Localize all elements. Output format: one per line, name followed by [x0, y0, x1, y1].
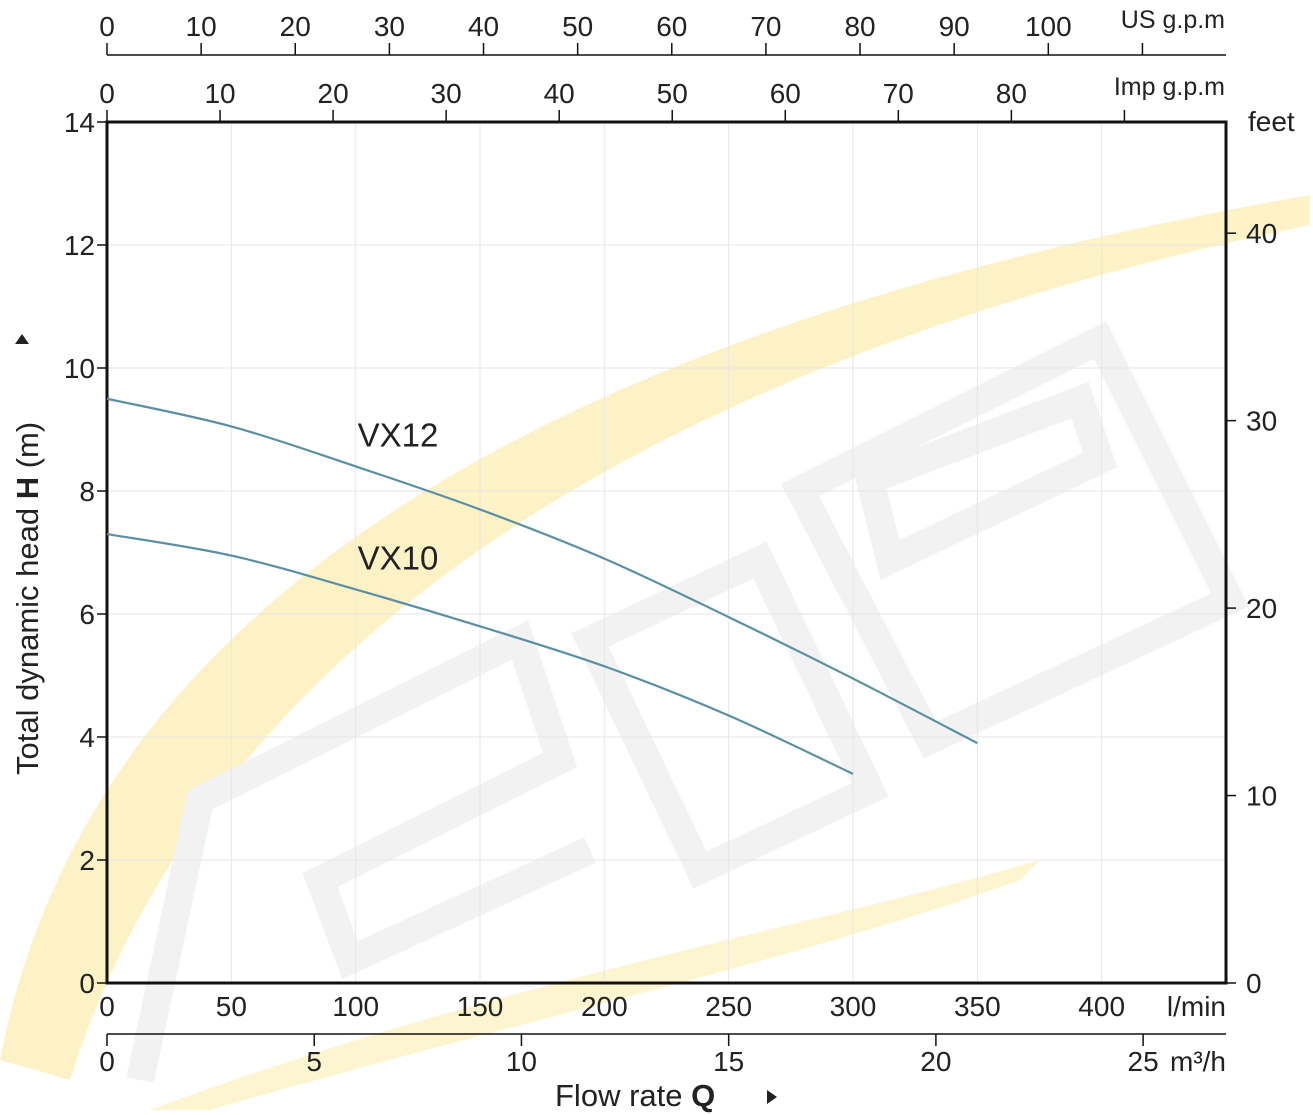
y-tick-label: 8	[79, 476, 95, 507]
feet-tick-label: 20	[1246, 593, 1277, 624]
y-tick-label: 2	[79, 845, 95, 876]
imp-gpm-tick-label: 20	[318, 78, 349, 109]
us-gpm-tick-label: 30	[374, 11, 405, 42]
x-tick-label: 100	[332, 991, 379, 1022]
m3h-tick-label: 10	[506, 1046, 537, 1077]
imp-gpm-tick-label: 30	[431, 78, 462, 109]
series-label-vx10: VX10	[358, 539, 439, 576]
us-gpm-tick-label: 20	[280, 11, 311, 42]
imp-gpm-tick-label: 40	[544, 78, 575, 109]
grid-lines	[107, 122, 1226, 983]
lmin-unit-label: l/min	[1167, 991, 1226, 1022]
x-tick-label: 50	[216, 991, 247, 1022]
us-gpm-tick-label: 50	[562, 11, 593, 42]
x-axis-arrow-icon	[767, 1090, 777, 1104]
x-tick-label: 350	[954, 991, 1001, 1022]
us-gpm-tick-label: 90	[939, 11, 970, 42]
us-gpm-tick-label: 70	[750, 11, 781, 42]
plot-frame	[105, 120, 1228, 985]
series-line-vx10	[106, 532, 854, 775]
watermark-logo	[0, 195, 1310, 1110]
x-tick-label: 300	[830, 991, 877, 1022]
us-gpm-unit-label: US g.p.m	[1121, 6, 1225, 34]
x-tick-label: 150	[457, 991, 504, 1022]
imp-gpm-unit-label: Imp g.p.m	[1114, 73, 1225, 101]
us-gpm-tick-label: 0	[99, 11, 115, 42]
watermark-letters	[126, 321, 1249, 1083]
series-layer	[106, 397, 978, 775]
series-label-vx12: VX12	[358, 416, 439, 453]
y-axis-arrow-icon	[15, 334, 29, 344]
feet-tick-label: 0	[1246, 968, 1262, 999]
m3h-tick-label: 0	[99, 1046, 115, 1077]
watermark-swoosh-lower	[150, 860, 1040, 1110]
imp-gpm-tick-label: 50	[657, 78, 688, 109]
axes	[97, 43, 1236, 1046]
imp-gpm-tick-label: 70	[883, 78, 914, 109]
x-tick-label: 250	[705, 991, 752, 1022]
series-line-vx12	[106, 397, 978, 745]
us-gpm-tick-label: 100	[1025, 11, 1072, 42]
y-tick-label: 0	[79, 968, 95, 999]
m3h-tick-label: 15	[713, 1046, 744, 1077]
us-gpm-tick-label: 40	[468, 11, 499, 42]
us-gpm-tick-label: 80	[844, 11, 875, 42]
watermark-swoosh	[0, 195, 1310, 1080]
us-gpm-tick-label: 10	[186, 11, 217, 42]
x-tick-label: 200	[581, 991, 628, 1022]
imp-gpm-tick-label: 10	[204, 78, 235, 109]
m3h-unit-label: m³/h	[1170, 1046, 1226, 1077]
y-tick-label: 4	[79, 722, 95, 753]
m3h-tick-label: 5	[306, 1046, 322, 1077]
y-tick-label: 12	[64, 230, 95, 261]
x-tick-label: 400	[1078, 991, 1125, 1022]
imp-gpm-tick-label: 60	[770, 78, 801, 109]
feet-tick-label: 40	[1246, 218, 1277, 249]
x-tick-label: 0	[99, 991, 115, 1022]
y-tick-label: 6	[79, 599, 95, 630]
m3h-tick-label: 25	[1128, 1046, 1159, 1077]
y-tick-label: 14	[64, 107, 95, 138]
y-tick-label: 10	[64, 353, 95, 384]
feet-unit-label: feet	[1248, 106, 1295, 137]
feet-tick-label: 30	[1246, 406, 1277, 437]
feet-tick-label: 10	[1246, 781, 1277, 812]
us-gpm-tick-label: 60	[656, 11, 687, 42]
y-axis-title: Total dynamic head H (m)	[10, 422, 45, 775]
m3h-tick-label: 20	[920, 1046, 951, 1077]
imp-gpm-tick-label: 0	[99, 78, 115, 109]
imp-gpm-tick-label: 80	[996, 78, 1027, 109]
x-axis-title: Flow rate Q	[555, 1078, 715, 1113]
